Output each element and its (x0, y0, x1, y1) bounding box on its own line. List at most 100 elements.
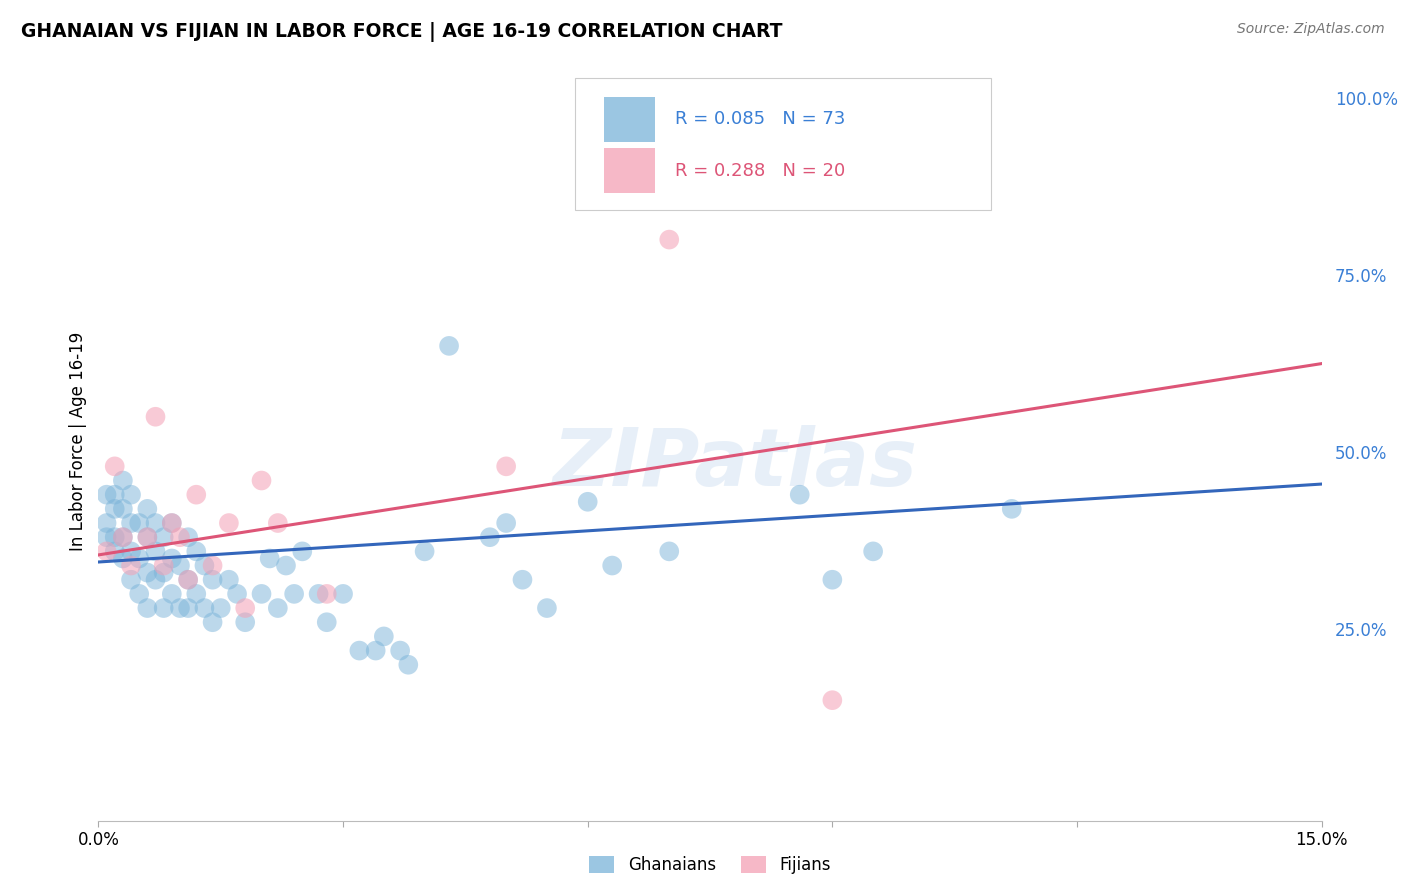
Point (120, 544, 142, 558)
Point (96, 488, 118, 502)
Point (104, 459, 127, 474)
Point (389, 643, 412, 657)
Point (364, 643, 387, 657)
Point (186, 488, 208, 502)
Y-axis label: In Labor Force | Age 16-19: In Labor Force | Age 16-19 (69, 332, 87, 551)
FancyBboxPatch shape (603, 97, 655, 142)
Point (96, 530, 118, 544)
Point (177, 530, 200, 544)
Point (111, 530, 134, 544)
Point (152, 530, 174, 544)
Point (218, 573, 240, 587)
Point (193, 558, 215, 573)
Point (233, 615, 256, 630)
Point (177, 573, 200, 587)
Legend: Ghanaians, Fijians: Ghanaians, Fijians (582, 849, 838, 880)
Text: GHANAIAN VS FIJIAN IN LABOR FORCE | AGE 16-19 CORRELATION CHART: GHANAIAN VS FIJIAN IN LABOR FORCE | AGE … (21, 22, 783, 42)
Point (177, 573, 200, 587)
Point (437, 339, 460, 353)
Point (478, 530, 501, 544)
Point (104, 544, 127, 558)
Point (373, 629, 395, 643)
Point (862, 544, 884, 558)
Point (136, 530, 159, 544)
Point (104, 501, 127, 516)
Point (169, 530, 191, 544)
Point (111, 474, 134, 488)
Point (145, 544, 167, 558)
Point (308, 587, 330, 601)
Point (120, 573, 142, 587)
Point (658, 544, 681, 558)
Point (104, 488, 127, 502)
Point (1001, 501, 1024, 516)
Point (160, 587, 183, 601)
Point (267, 601, 290, 615)
Point (274, 558, 297, 573)
Point (396, 657, 419, 672)
Point (413, 544, 436, 558)
Point (152, 558, 174, 573)
Point (160, 516, 183, 530)
Point (218, 516, 240, 530)
Point (193, 601, 215, 615)
Point (349, 643, 371, 657)
Point (209, 601, 232, 615)
Point (226, 587, 249, 601)
Point (169, 558, 191, 573)
Text: ZIPatlas: ZIPatlas (553, 425, 917, 503)
Point (152, 601, 174, 615)
Point (160, 516, 183, 530)
Point (145, 516, 167, 530)
Point (250, 587, 273, 601)
Point (186, 587, 208, 601)
Point (789, 488, 811, 502)
Point (111, 551, 134, 566)
Point (136, 566, 159, 580)
Text: Source: ZipAtlas.com: Source: ZipAtlas.com (1237, 22, 1385, 37)
Point (136, 530, 159, 544)
Point (128, 516, 150, 530)
Point (821, 573, 844, 587)
Text: R = 0.085   N = 73: R = 0.085 N = 73 (675, 111, 845, 128)
Point (120, 488, 142, 502)
Point (152, 566, 174, 580)
Point (96, 544, 118, 558)
Point (821, 693, 844, 707)
Point (186, 544, 208, 558)
Point (233, 601, 256, 615)
FancyBboxPatch shape (603, 148, 655, 194)
FancyBboxPatch shape (575, 78, 991, 211)
Point (169, 601, 191, 615)
Point (495, 516, 517, 530)
Point (250, 474, 273, 488)
Point (259, 551, 281, 566)
Point (283, 587, 305, 601)
Point (658, 233, 681, 247)
Point (96, 516, 118, 530)
Point (201, 615, 224, 630)
Point (145, 409, 167, 424)
Point (201, 558, 224, 573)
Point (495, 459, 517, 474)
Point (576, 495, 599, 509)
Point (128, 587, 150, 601)
Point (120, 558, 142, 573)
Text: R = 0.288   N = 20: R = 0.288 N = 20 (675, 161, 845, 180)
Point (600, 558, 623, 573)
Point (136, 501, 159, 516)
Point (315, 615, 337, 630)
Point (332, 587, 354, 601)
Point (291, 544, 314, 558)
Point (104, 530, 127, 544)
Point (512, 573, 534, 587)
Point (120, 516, 142, 530)
Point (145, 573, 167, 587)
Point (201, 573, 224, 587)
Point (136, 601, 159, 615)
Point (267, 516, 290, 530)
Point (177, 601, 200, 615)
Point (111, 501, 134, 516)
Point (111, 530, 134, 544)
Point (315, 587, 337, 601)
